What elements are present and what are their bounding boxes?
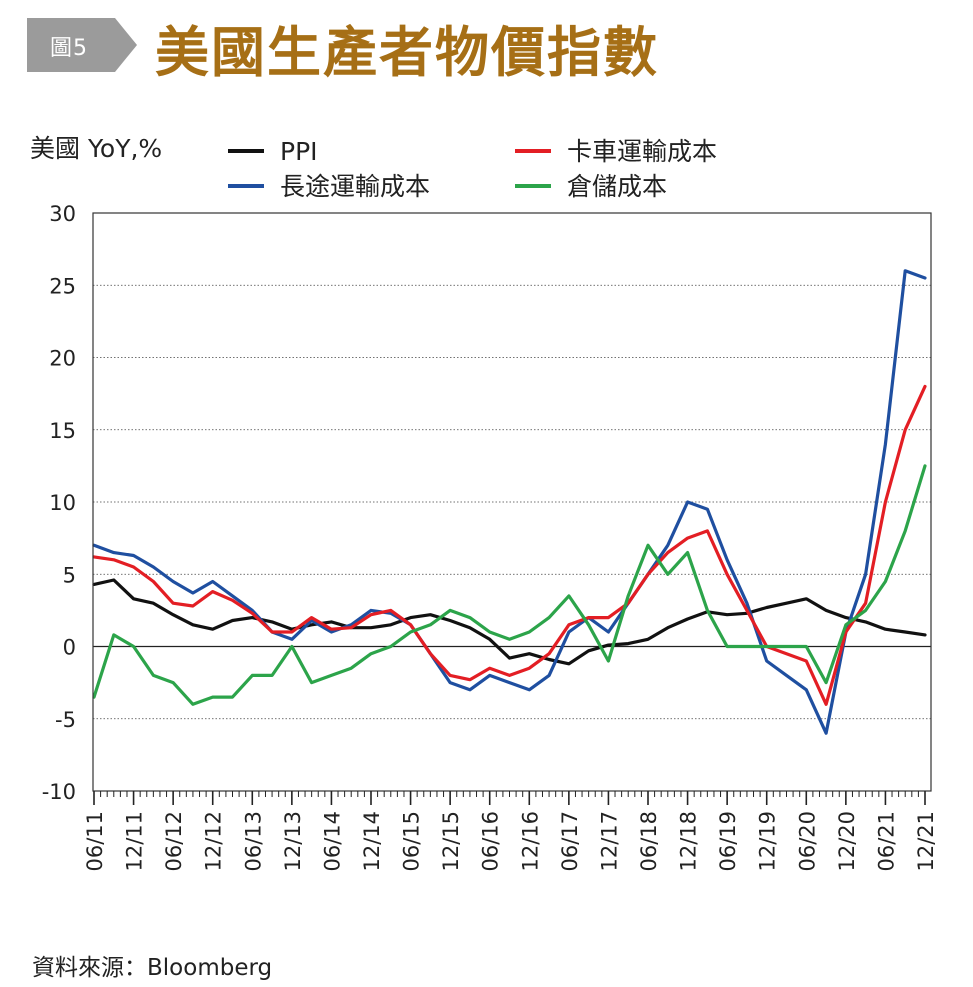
x-tick-label: 06/17 <box>558 811 582 872</box>
x-tick-label: 12/18 <box>677 811 701 872</box>
badge-label: 圖5 <box>50 36 88 61</box>
x-tick-label: 06/18 <box>637 811 661 872</box>
y-tick-label: 25 <box>49 274 76 298</box>
x-tick-label: 12/14 <box>360 811 384 872</box>
series-lines <box>92 269 927 735</box>
grid-lines <box>93 284 931 720</box>
x-tick-label: 06/15 <box>400 811 424 872</box>
y-axis-label: 美國 YoY,% <box>30 134 162 163</box>
y-tick-label: 0 <box>63 636 76 660</box>
y-tick-label: 30 <box>49 202 76 226</box>
legend-label: 倉儲成本 <box>567 172 667 201</box>
x-tick-label: 06/12 <box>162 811 186 872</box>
y-tick-label: 5 <box>63 563 76 587</box>
page-title: 美國生產者物價指數 <box>155 20 659 84</box>
series-line-0 <box>92 578 927 666</box>
series-line-3 <box>92 464 927 706</box>
x-tick-label: 12/19 <box>756 811 780 872</box>
legend-label: 卡車運輸成本 <box>567 137 717 166</box>
x-tick-label: 12/17 <box>597 811 621 872</box>
x-tick-label: 06/14 <box>320 811 344 872</box>
x-tick-label: 06/11 <box>83 811 107 872</box>
y-tick-label: -5 <box>55 708 76 732</box>
plot-frame <box>92 212 932 792</box>
y-tick-label: 20 <box>49 347 76 371</box>
y-tick-label: -10 <box>42 780 76 804</box>
y-tick-label: 10 <box>49 491 76 515</box>
x-tick-label: 06/20 <box>795 811 819 872</box>
y-tick-label: 15 <box>49 419 76 443</box>
x-tick-label: 06/13 <box>241 811 265 872</box>
x-tick-label: 06/16 <box>479 811 503 872</box>
x-tick-label: 12/12 <box>202 811 226 872</box>
y-axis-ticks: 30 25 20 15 10 5 0 -5 -10 <box>42 202 76 804</box>
x-tick-label: 12/20 <box>835 811 859 872</box>
legend-label: PPI <box>280 137 318 166</box>
x-tick-label: 12/15 <box>439 811 463 872</box>
source-note: 資料來源：Bloomberg <box>32 955 273 981</box>
x-tick-label: 06/21 <box>874 811 898 872</box>
series-line-1 <box>92 269 927 735</box>
series-line-2 <box>92 384 927 706</box>
x-axis-ticks: 06/11 12/11 06/12 12/12 06/13 12/13 06/14 12/14… <box>83 791 938 872</box>
x-tick-label: 12/21 <box>914 811 938 872</box>
x-tick-label: 12/16 <box>518 811 542 872</box>
x-tick-label: 12/13 <box>281 811 305 872</box>
legend-label: 長途運輸成本 <box>280 172 430 201</box>
x-tick-label: 06/19 <box>716 811 740 872</box>
section-badge <box>27 18 137 72</box>
x-tick-label: 12/11 <box>123 811 147 872</box>
